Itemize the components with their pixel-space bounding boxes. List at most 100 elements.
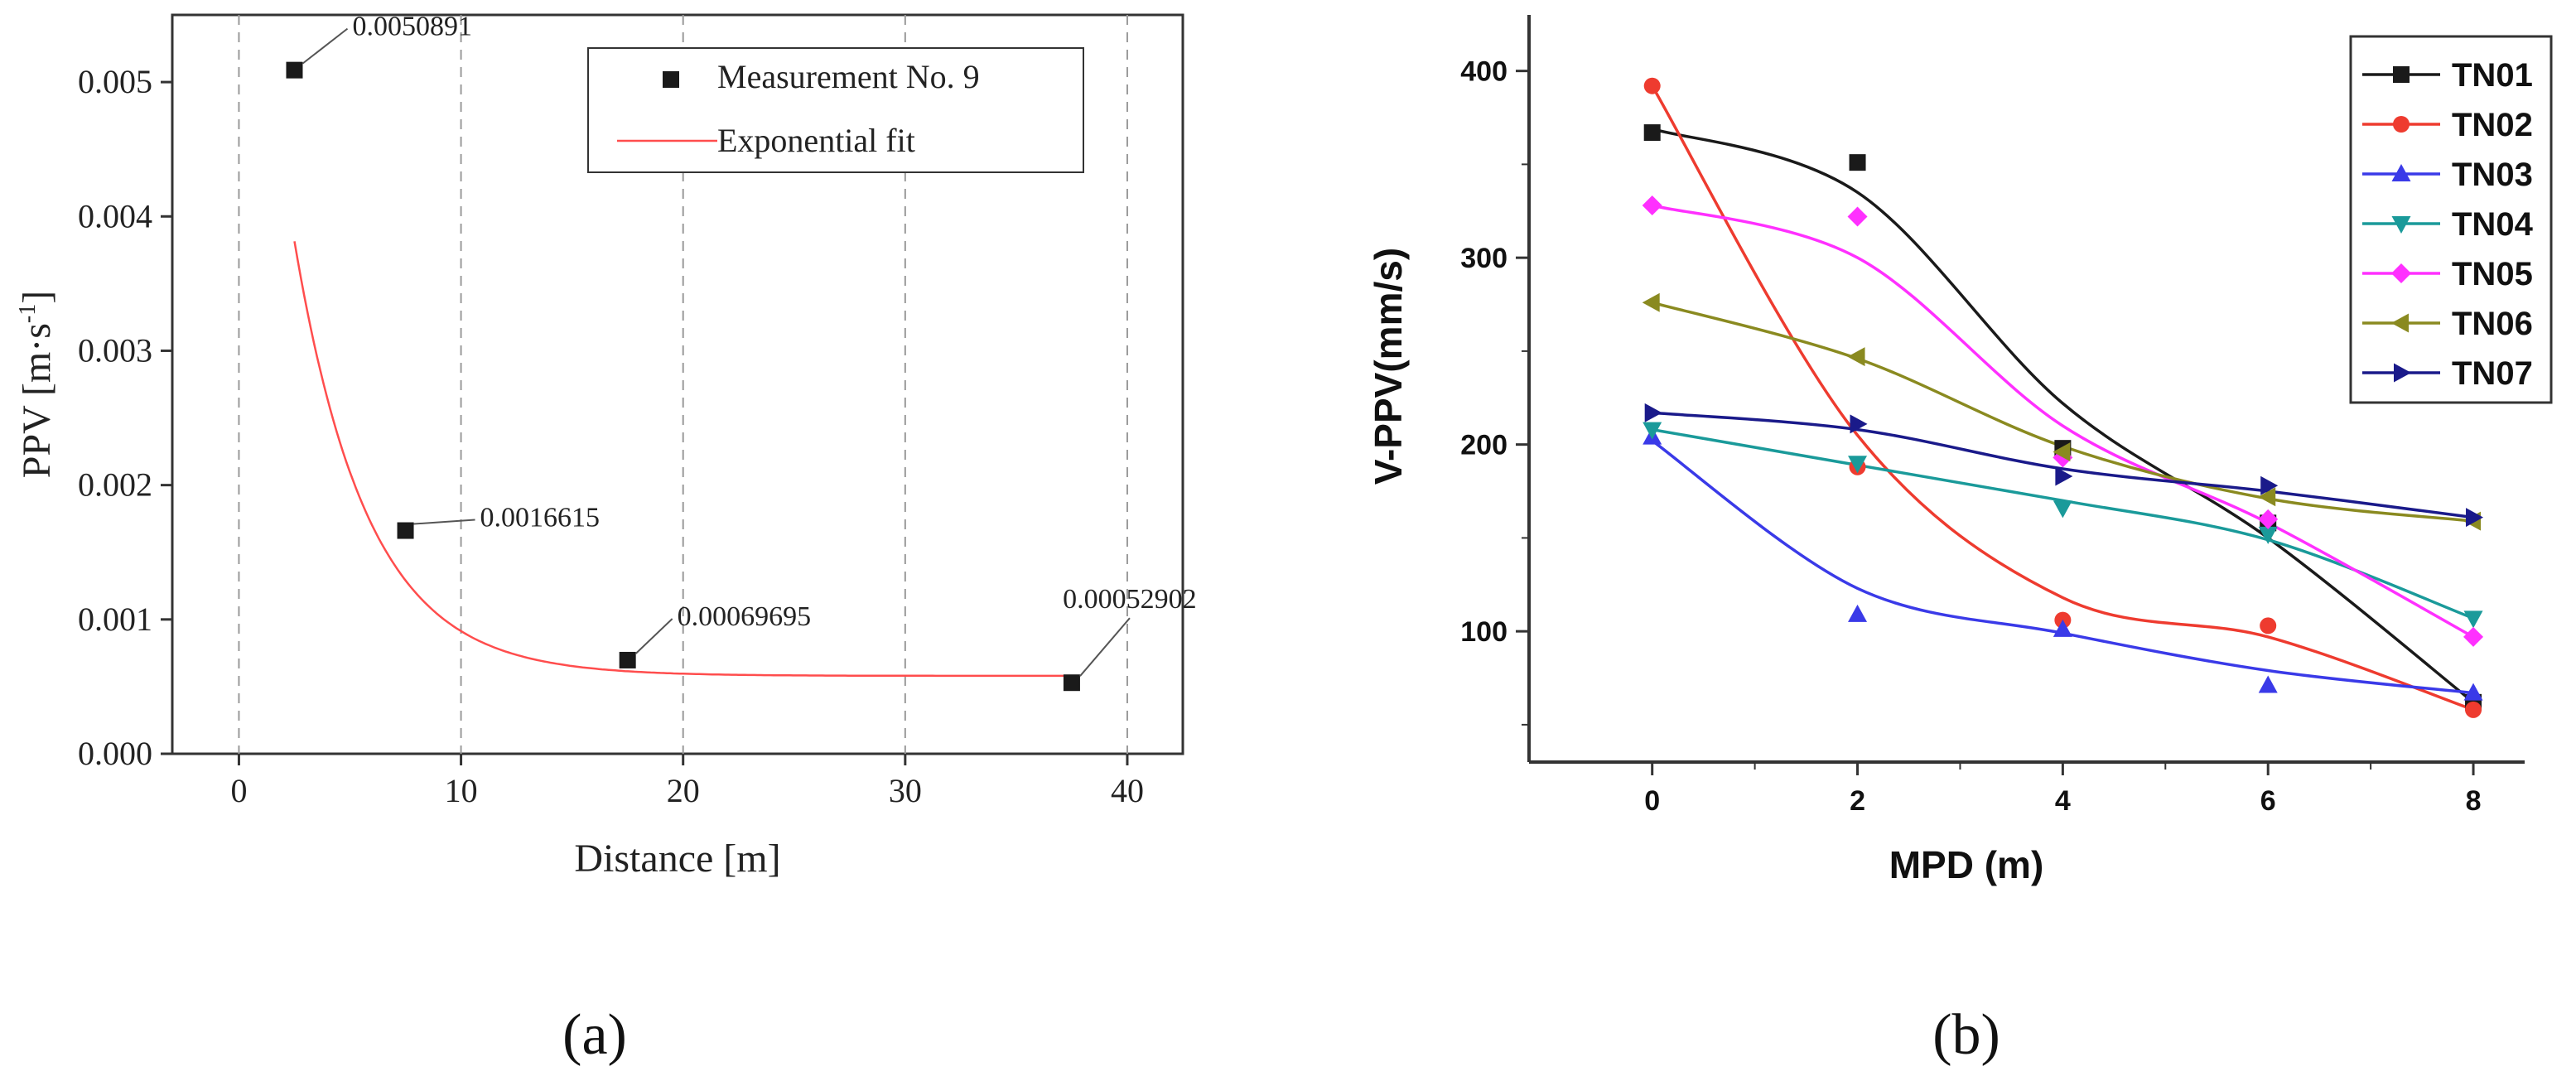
data-point-tn03 xyxy=(2053,619,2072,637)
panel-a-legend: Measurement No. 9 Exponential fit xyxy=(587,47,1084,173)
panel-a-y-tick-label: 0.005 xyxy=(78,63,152,100)
data-point-tn05 xyxy=(2463,626,2484,647)
legend-marker-tn01 xyxy=(2393,66,2410,83)
measurement-point xyxy=(397,522,414,539)
legend-label-fit: Exponential fit xyxy=(717,122,915,159)
panel-a-x-ticks: 0 10 20 30 40 xyxy=(230,754,1144,809)
panel-b-x-tick-label: 8 xyxy=(2466,785,2482,817)
data-point-tn06 xyxy=(2053,442,2071,462)
panel-a-fit-layer xyxy=(293,241,1072,678)
data-point-tn06 xyxy=(2258,487,2276,507)
panel-a-y-tick-label: 0.003 xyxy=(78,331,152,369)
panel-a-plot-frame xyxy=(171,13,1184,755)
data-point-tn07 xyxy=(2466,508,2484,528)
panel-a-y-axis-title: PPV [m·s-1] xyxy=(15,291,59,478)
data-point-tn04 xyxy=(1643,422,1662,440)
panel-b-y-axis-title: V-PPV(mm/s) xyxy=(1367,248,1410,485)
data-point-tn07 xyxy=(1850,414,1868,434)
panel-b-legend-box xyxy=(2349,35,2553,404)
panel-b-y-ticks: 100 200 300 400 xyxy=(1460,56,1529,726)
panel-b-x-tick-label: 6 xyxy=(2260,785,2276,817)
data-point-tn02 xyxy=(2260,617,2277,635)
measurement-point xyxy=(619,651,636,668)
panel-a-x-tick-label: 20 xyxy=(667,772,700,809)
series-curve-tn07 xyxy=(1652,411,2474,519)
y-title-end: ] xyxy=(15,291,59,304)
panel-b-label: (b) xyxy=(1932,1003,2000,1067)
data-point-tn03 xyxy=(2258,675,2278,693)
series-curve-tn05 xyxy=(1652,204,2474,639)
data-point-tn02 xyxy=(1643,77,1661,94)
legend-marker-tn03 xyxy=(2391,164,2411,181)
panel-a-y-tick-label: 0.004 xyxy=(78,197,152,234)
data-point-tn02 xyxy=(2465,701,2482,718)
data-point-tn03 xyxy=(1848,604,1868,622)
panel-a-x-tick-label: 0 xyxy=(230,772,247,809)
data-point-tn07 xyxy=(1644,403,1662,422)
panel-a-x-tick-label: 10 xyxy=(445,772,478,809)
legend-label-tn05: TN05 xyxy=(2452,256,2533,292)
panel-b-y-tick-label: 200 xyxy=(1460,430,1507,461)
panel-a-y-tick-label: 0.000 xyxy=(78,735,152,772)
panel-b-x-tick-label: 4 xyxy=(2055,785,2071,817)
data-point-tn04 xyxy=(2463,610,2483,629)
point-annotation: 0.0016615 xyxy=(480,503,601,533)
panel-b-x-ticks: 0 2 4 6 8 xyxy=(1644,762,2482,817)
legend-label-tn02: TN02 xyxy=(2452,107,2533,143)
legend-marker-tn07 xyxy=(2394,363,2411,383)
data-point-tn04 xyxy=(1848,456,1868,474)
measurement-point xyxy=(286,61,303,79)
panel-b-y-tick-label: 400 xyxy=(1460,56,1507,88)
panel-a-x-axis-title: Distance [m] xyxy=(574,837,780,881)
data-point-tn06 xyxy=(1642,292,1660,312)
data-point-tn01 xyxy=(1849,154,1866,171)
panel-a-label: (a) xyxy=(562,1003,627,1067)
panel-a-y-ticks: 0.000 0.001 0.002 0.003 0.004 0.005 xyxy=(78,63,172,772)
legend-label-tn06: TN06 xyxy=(2452,306,2533,342)
panel-b-markers xyxy=(1642,77,2484,718)
legend-label-tn04: TN04 xyxy=(2452,206,2534,243)
data-point-tn07 xyxy=(2260,475,2279,495)
y-title-main: PPV [m·s xyxy=(15,323,59,478)
data-point-tn07 xyxy=(2055,466,2073,486)
data-point-tn04 xyxy=(2053,500,2072,519)
legend-label-measurement: Measurement No. 9 xyxy=(717,58,980,95)
annotation-arrow xyxy=(413,519,475,525)
panel-a-points-layer xyxy=(286,61,1080,692)
panel-b-x-tick-label: 0 xyxy=(1644,785,1660,817)
panel-a-legend-box xyxy=(587,47,1084,173)
legend-label-tn01: TN01 xyxy=(2452,57,2533,94)
data-point-tn01 xyxy=(1643,124,1661,142)
legend-marker-measurement xyxy=(663,71,679,88)
legend-marker-tn05 xyxy=(2391,263,2411,283)
legend-marker-tn02 xyxy=(2393,116,2410,133)
series-curve-tn01 xyxy=(1652,127,2475,704)
legend-label-tn07: TN07 xyxy=(2452,355,2533,392)
data-point-tn05 xyxy=(2258,509,2279,529)
point-annotation: 0.0050891 xyxy=(352,12,472,42)
panel-a-annotations: 0.0050891 0.0016615 0.00069695 0.00052902 xyxy=(301,12,1197,677)
panel-b-y-tick-label: 100 xyxy=(1460,616,1507,648)
data-point-tn05 xyxy=(1642,195,1662,216)
data-point-tn05 xyxy=(1847,206,1868,227)
data-point-tn06 xyxy=(1847,347,1865,367)
panel-b-x-axis-title: MPD (m) xyxy=(1889,843,2044,886)
exponential-fit-curve xyxy=(293,241,1072,678)
legend-label-tn03: TN03 xyxy=(2452,157,2533,193)
series-curve-tn02 xyxy=(1651,84,2474,712)
annotation-arrow xyxy=(634,618,673,654)
panel-a-y-tick-label: 0.002 xyxy=(78,466,152,504)
annotation-arrow xyxy=(301,27,349,65)
legend-marker-tn06 xyxy=(2391,313,2409,333)
panel-a-x-tick-label: 40 xyxy=(1111,772,1144,809)
panel-b-legend: TN01 TN02 TN03 TN04 TN05 TN06 TN07 xyxy=(2349,35,2553,404)
panel-a: 0 10 20 30 40 0.000 0.001 0.002 0.003 0.004 0.005… xyxy=(15,12,1197,1067)
y-title-exponent: -1 xyxy=(15,304,41,323)
data-point-tn03 xyxy=(2463,683,2483,701)
panel-a-x-tick-label: 30 xyxy=(889,772,922,809)
legend-marker-tn04 xyxy=(2391,216,2411,234)
data-point-tn04 xyxy=(2258,526,2278,544)
panel-a-y-tick-label: 0.001 xyxy=(78,601,152,638)
